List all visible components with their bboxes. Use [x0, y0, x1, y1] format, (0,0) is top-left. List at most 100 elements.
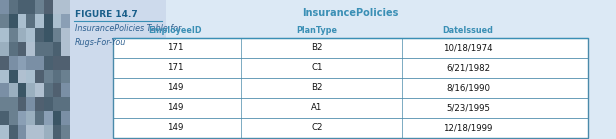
Bar: [17, 97, 26, 111]
Bar: [61, 111, 70, 125]
Bar: [113, 118, 588, 138]
Bar: [113, 98, 588, 118]
Bar: [113, 38, 588, 138]
Bar: [35, 14, 44, 28]
Text: C1: C1: [311, 64, 323, 73]
Bar: [0, 56, 9, 70]
Bar: [26, 125, 35, 139]
Text: 12/18/1999: 12/18/1999: [444, 123, 493, 132]
Bar: [9, 70, 17, 83]
Bar: [61, 97, 70, 111]
Bar: [26, 97, 35, 111]
Text: 8/16/1990: 8/16/1990: [446, 84, 490, 92]
Bar: [26, 28, 35, 42]
Bar: [44, 0, 52, 14]
Text: B2: B2: [311, 44, 323, 53]
Bar: [9, 42, 17, 56]
Bar: [52, 70, 61, 83]
Text: C2: C2: [311, 123, 323, 132]
Text: 171: 171: [167, 44, 183, 53]
Text: InsurancePolicies: InsurancePolicies: [302, 8, 399, 18]
Bar: [52, 97, 61, 111]
Bar: [26, 111, 35, 125]
Bar: [0, 111, 9, 125]
Text: DateIssued: DateIssued: [442, 26, 493, 35]
Bar: [52, 28, 61, 42]
Bar: [52, 42, 61, 56]
Bar: [0, 125, 9, 139]
Bar: [9, 14, 17, 28]
Bar: [35, 42, 44, 56]
Bar: [17, 28, 26, 42]
Bar: [0, 0, 70, 139]
Bar: [0, 28, 9, 42]
Bar: [0, 14, 9, 28]
Text: EmployeeID: EmployeeID: [148, 26, 202, 35]
Bar: [44, 42, 52, 56]
Bar: [9, 125, 17, 139]
Bar: [17, 56, 26, 70]
Text: 149: 149: [167, 104, 183, 112]
Text: Rugs-For-You: Rugs-For-You: [75, 38, 126, 47]
Bar: [44, 111, 52, 125]
Text: InsurancePolicies Table for: InsurancePolicies Table for: [75, 24, 181, 33]
Bar: [44, 56, 52, 70]
Bar: [35, 0, 44, 14]
Text: 6/21/1982: 6/21/1982: [446, 64, 490, 73]
Bar: [61, 28, 70, 42]
Bar: [9, 56, 17, 70]
Text: A1: A1: [311, 104, 323, 112]
Bar: [26, 70, 35, 83]
Text: 171: 171: [167, 64, 183, 73]
Text: 10/18/1974: 10/18/1974: [443, 44, 493, 53]
Bar: [17, 42, 26, 56]
Bar: [17, 83, 26, 97]
Bar: [113, 38, 588, 58]
Bar: [52, 83, 61, 97]
Bar: [26, 56, 35, 70]
Bar: [35, 28, 44, 42]
Bar: [17, 0, 26, 14]
Bar: [44, 70, 52, 83]
Bar: [17, 14, 26, 28]
Bar: [44, 14, 52, 28]
Bar: [61, 56, 70, 70]
Bar: [35, 111, 44, 125]
Bar: [44, 97, 52, 111]
Bar: [44, 28, 52, 42]
Bar: [61, 42, 70, 56]
Bar: [44, 125, 52, 139]
Bar: [113, 58, 588, 78]
Text: 5/23/1995: 5/23/1995: [446, 104, 490, 112]
Bar: [9, 83, 17, 97]
Text: FIGURE 14.7: FIGURE 14.7: [75, 10, 138, 19]
Bar: [26, 14, 35, 28]
Bar: [52, 125, 61, 139]
Bar: [9, 97, 17, 111]
Bar: [61, 125, 70, 139]
Bar: [61, 70, 70, 83]
Bar: [61, 14, 70, 28]
Bar: [35, 56, 44, 70]
Bar: [26, 83, 35, 97]
Text: 149: 149: [167, 84, 183, 92]
Bar: [61, 83, 70, 97]
Bar: [0, 83, 9, 97]
Bar: [0, 0, 166, 139]
Text: 149: 149: [167, 123, 183, 132]
Bar: [9, 28, 17, 42]
Bar: [52, 14, 61, 28]
Bar: [52, 56, 61, 70]
Bar: [26, 0, 35, 14]
Text: PlanType: PlanType: [296, 26, 338, 35]
Bar: [35, 97, 44, 111]
Bar: [0, 97, 9, 111]
Bar: [17, 125, 26, 139]
Bar: [0, 70, 9, 83]
Bar: [52, 111, 61, 125]
Bar: [9, 0, 17, 14]
Bar: [0, 42, 9, 56]
Bar: [113, 78, 588, 98]
Bar: [35, 83, 44, 97]
Bar: [35, 70, 44, 83]
